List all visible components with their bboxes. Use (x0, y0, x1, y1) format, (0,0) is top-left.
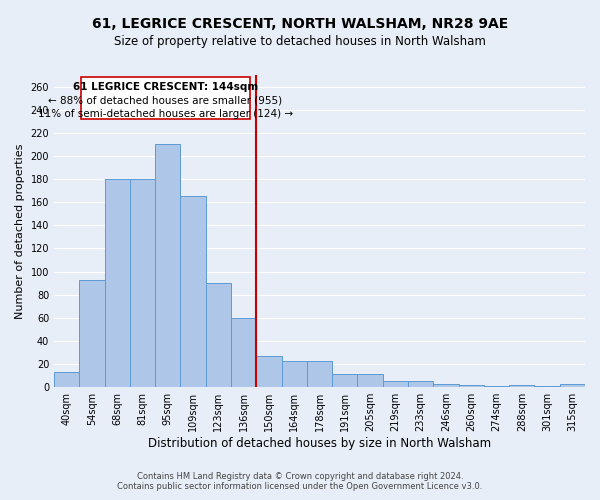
Bar (484, 386, 509, 387)
Bar (307, 360, 332, 387)
X-axis label: Distribution of detached houses by size in North Walsham: Distribution of detached houses by size … (148, 437, 491, 450)
Bar (433, 384, 458, 387)
Bar (509, 385, 535, 387)
Bar (231, 318, 256, 387)
Bar (155, 144, 181, 387)
Bar (79, 280, 104, 387)
Bar (206, 283, 231, 387)
Bar (383, 382, 408, 387)
Text: Contains HM Land Registry data © Crown copyright and database right 2024.: Contains HM Land Registry data © Crown c… (137, 472, 463, 481)
Bar (535, 386, 560, 387)
Text: 61, LEGRICE CRESCENT, NORTH WALSHAM, NR28 9AE: 61, LEGRICE CRESCENT, NORTH WALSHAM, NR2… (92, 18, 508, 32)
Bar (458, 385, 484, 387)
Bar (281, 360, 307, 387)
Bar (130, 179, 155, 387)
Bar (181, 196, 206, 387)
Bar (104, 179, 130, 387)
Text: 61 LEGRICE CRESCENT: 144sqm: 61 LEGRICE CRESCENT: 144sqm (73, 82, 258, 92)
Bar (358, 374, 383, 387)
Bar (54, 372, 79, 387)
Text: Size of property relative to detached houses in North Walsham: Size of property relative to detached ho… (114, 35, 486, 48)
Bar (408, 382, 433, 387)
Y-axis label: Number of detached properties: Number of detached properties (15, 144, 25, 319)
Bar (560, 384, 585, 387)
Text: ← 88% of detached houses are smaller (955): ← 88% of detached houses are smaller (95… (48, 95, 283, 105)
Bar (332, 374, 358, 387)
Text: Contains public sector information licensed under the Open Government Licence v3: Contains public sector information licen… (118, 482, 482, 491)
Bar (256, 356, 281, 387)
FancyBboxPatch shape (80, 78, 250, 119)
Text: 11% of semi-detached houses are larger (124) →: 11% of semi-detached houses are larger (… (38, 108, 293, 118)
